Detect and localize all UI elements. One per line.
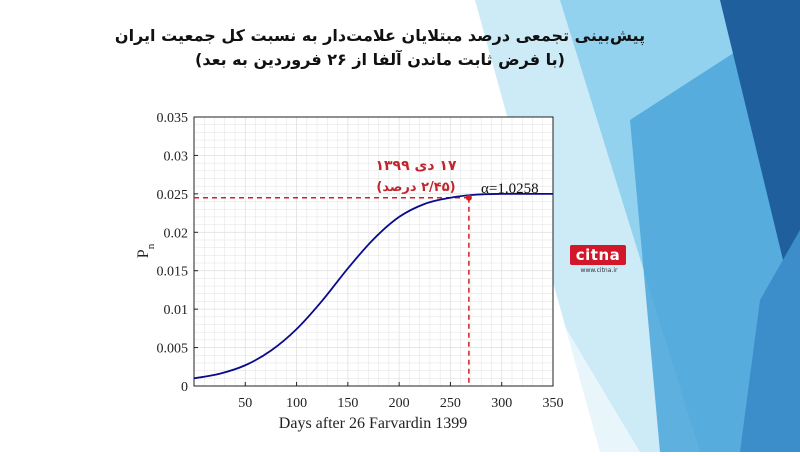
y-tick-label: 0.02 <box>164 226 189 241</box>
x-tick-label: 300 <box>491 396 512 411</box>
x-tick-label: 50 <box>238 396 252 411</box>
y-tick-label: 0.03 <box>164 149 189 164</box>
reference-lines <box>194 196 470 386</box>
annotation-date: ۱۷ دی ۱۳۹۹ <box>375 158 456 174</box>
annotation-alpha: α=1.0258 <box>481 181 539 197</box>
series-line <box>193 192 553 380</box>
logo-url: www.citna.ir <box>580 267 618 274</box>
y-tick-label: 0.025 <box>157 188 189 203</box>
y-tick-label: 0.01 <box>164 303 189 318</box>
y-tick-label: 0.015 <box>157 265 189 280</box>
citna-logo: citna www.citna.ir <box>568 243 630 277</box>
y-tick-label: 0.035 <box>157 111 189 126</box>
x-tick-label: 100 <box>286 396 307 411</box>
x-tick-label: 200 <box>389 396 410 411</box>
annotation-percent: (۲/۴۵ درصد) <box>376 180 455 195</box>
x-tick-label: 250 <box>440 396 461 411</box>
y-tick-label: 0 <box>181 380 188 395</box>
decor-shape-6 <box>555 310 640 452</box>
y-axis-label: Pn <box>135 243 157 258</box>
plot-frame <box>193 116 554 387</box>
plot-area <box>194 117 553 386</box>
logo-wordmark: citna <box>570 245 626 265</box>
x-axis: 50 100 150 200 250 300 350 <box>238 382 564 411</box>
x-tick-label: 350 <box>543 396 564 411</box>
x-axis-label: Days after 26 Farvardin 1399 <box>279 415 467 432</box>
decor-shape-4 <box>720 0 800 330</box>
y-axis-label-subscript: n <box>145 243 157 249</box>
y-axis-label-main: P <box>135 249 152 258</box>
y-axis: 0 0.005 0.01 0.015 0.02 0.025 0.03 0.035 <box>157 111 198 395</box>
chart-title-line-1: پیش‌بینی تجمعی درصد مبتلایان علامت‌دار ب… <box>114 26 646 45</box>
decor-shape-5 <box>740 230 800 452</box>
y-axis-label-group: Pn <box>135 243 157 258</box>
y-tick-label: 0.005 <box>157 342 189 357</box>
chart-title-line-2: (با فرض ثابت ماندن آلفا از ۲۶ فروردین به… <box>195 50 565 69</box>
x-tick-label: 150 <box>337 396 358 411</box>
marker-point <box>465 194 472 201</box>
series-layer <box>193 192 553 380</box>
